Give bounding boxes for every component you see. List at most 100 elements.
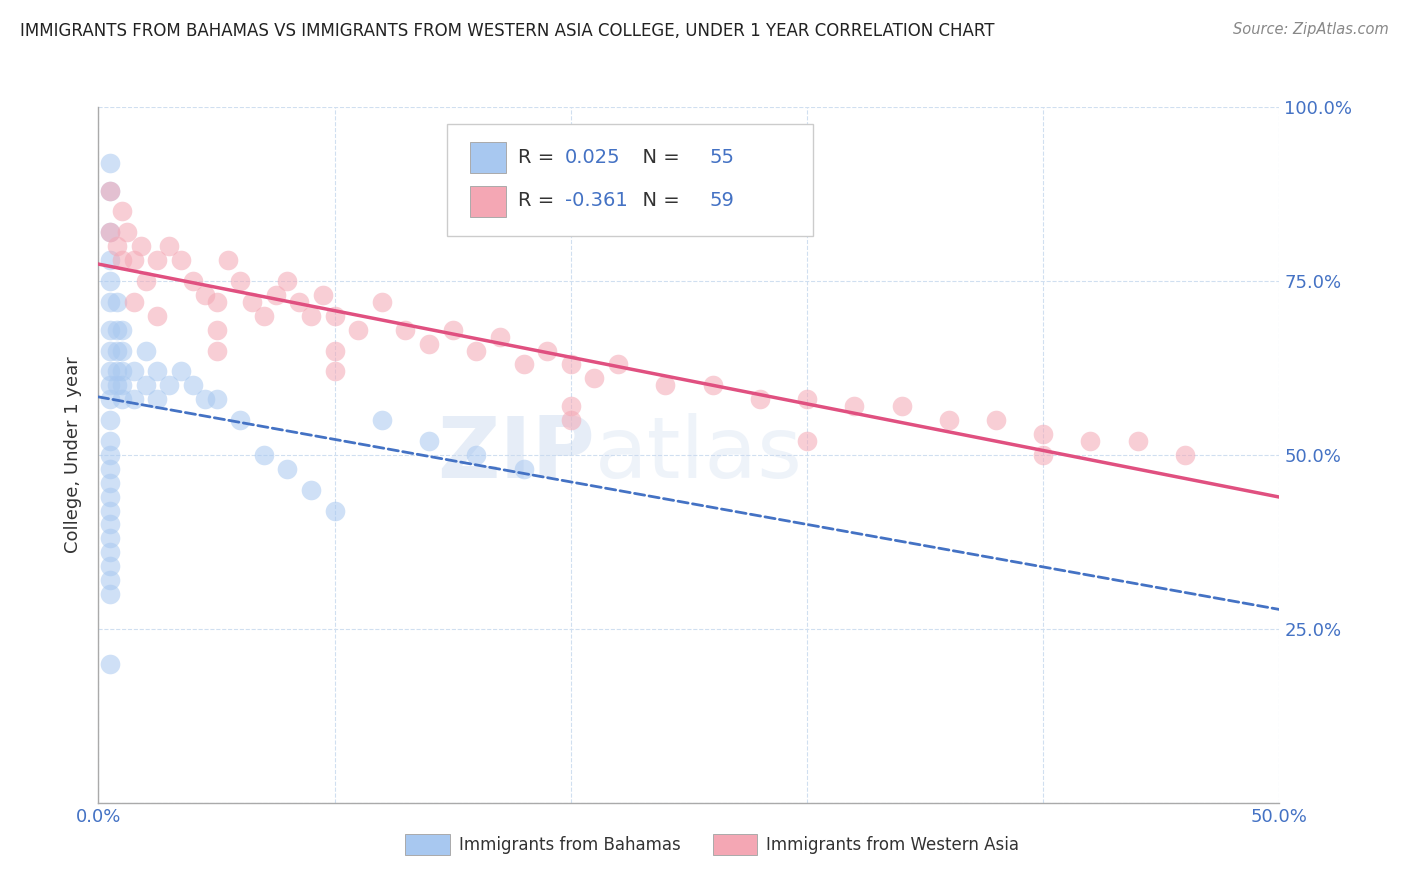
Point <box>105 323 128 337</box>
Point <box>323 364 346 378</box>
Point <box>115 225 138 239</box>
Point <box>371 413 394 427</box>
Point <box>205 392 228 407</box>
Point <box>1032 427 1054 442</box>
Point <box>299 309 322 323</box>
Point <box>890 399 912 413</box>
Point <box>98 559 121 574</box>
Text: -0.361: -0.361 <box>565 192 627 211</box>
Point <box>146 364 169 378</box>
Point <box>170 253 193 268</box>
FancyBboxPatch shape <box>447 124 813 235</box>
Point <box>157 239 180 253</box>
Point <box>441 323 464 337</box>
Point <box>217 253 239 268</box>
Point <box>796 434 818 448</box>
Point <box>98 225 121 239</box>
Point <box>98 184 121 198</box>
Point <box>748 392 770 407</box>
Bar <box>405 834 450 855</box>
Point <box>583 371 606 385</box>
Point <box>98 413 121 427</box>
Point <box>111 204 134 219</box>
Point <box>654 378 676 392</box>
Point <box>111 378 134 392</box>
Point <box>229 413 252 427</box>
Point <box>276 274 298 288</box>
Point <box>98 392 121 407</box>
Text: Immigrants from Bahamas: Immigrants from Bahamas <box>458 836 681 854</box>
Point <box>299 483 322 497</box>
Point <box>276 462 298 476</box>
Point <box>98 343 121 358</box>
Point <box>146 253 169 268</box>
Point <box>253 448 276 462</box>
Text: 59: 59 <box>709 192 734 211</box>
Point <box>205 343 228 358</box>
Point <box>111 364 134 378</box>
Point <box>105 294 128 309</box>
Point <box>122 364 145 378</box>
Point <box>1080 434 1102 448</box>
Point <box>560 399 582 413</box>
Text: Immigrants from Western Asia: Immigrants from Western Asia <box>766 836 1019 854</box>
Point <box>105 364 128 378</box>
Point <box>122 294 145 309</box>
Text: atlas: atlas <box>595 413 803 497</box>
Point <box>312 288 335 302</box>
Point <box>98 532 121 546</box>
Point <box>512 358 534 372</box>
Point <box>146 392 169 407</box>
Point <box>135 378 157 392</box>
Point <box>512 462 534 476</box>
Y-axis label: College, Under 1 year: College, Under 1 year <box>65 357 83 553</box>
Point <box>489 329 512 343</box>
Point <box>418 336 440 351</box>
Point <box>938 413 960 427</box>
Point <box>98 378 121 392</box>
Point <box>170 364 193 378</box>
Point <box>135 343 157 358</box>
Point <box>98 364 121 378</box>
Point <box>98 517 121 532</box>
Point <box>98 274 121 288</box>
Point <box>98 434 121 448</box>
Text: 0.025: 0.025 <box>565 148 620 167</box>
Point <box>323 309 346 323</box>
Point <box>122 392 145 407</box>
Point <box>98 155 121 169</box>
Point <box>1174 448 1197 462</box>
Point <box>347 323 370 337</box>
Text: R =: R = <box>517 148 560 167</box>
Point <box>240 294 263 309</box>
Point <box>984 413 1007 427</box>
Point <box>98 587 121 601</box>
Text: R =: R = <box>517 192 560 211</box>
Bar <box>713 834 758 855</box>
Bar <box>471 186 506 217</box>
Point <box>288 294 311 309</box>
Point <box>146 309 169 323</box>
Text: N =: N = <box>630 192 686 211</box>
Point <box>111 392 134 407</box>
Point <box>394 323 416 337</box>
Point <box>465 343 488 358</box>
Point <box>111 343 134 358</box>
Point <box>105 378 128 392</box>
Point <box>607 358 630 372</box>
Point <box>98 503 121 517</box>
Point <box>702 378 724 392</box>
Point <box>105 343 128 358</box>
Bar <box>471 142 506 173</box>
Point <box>371 294 394 309</box>
Point <box>264 288 287 302</box>
Point <box>418 434 440 448</box>
Point <box>98 462 121 476</box>
Point <box>135 274 157 288</box>
Point <box>323 343 346 358</box>
Point <box>1126 434 1149 448</box>
Text: 55: 55 <box>709 148 734 167</box>
Point <box>98 225 121 239</box>
Point <box>98 545 121 559</box>
Text: Source: ZipAtlas.com: Source: ZipAtlas.com <box>1233 22 1389 37</box>
